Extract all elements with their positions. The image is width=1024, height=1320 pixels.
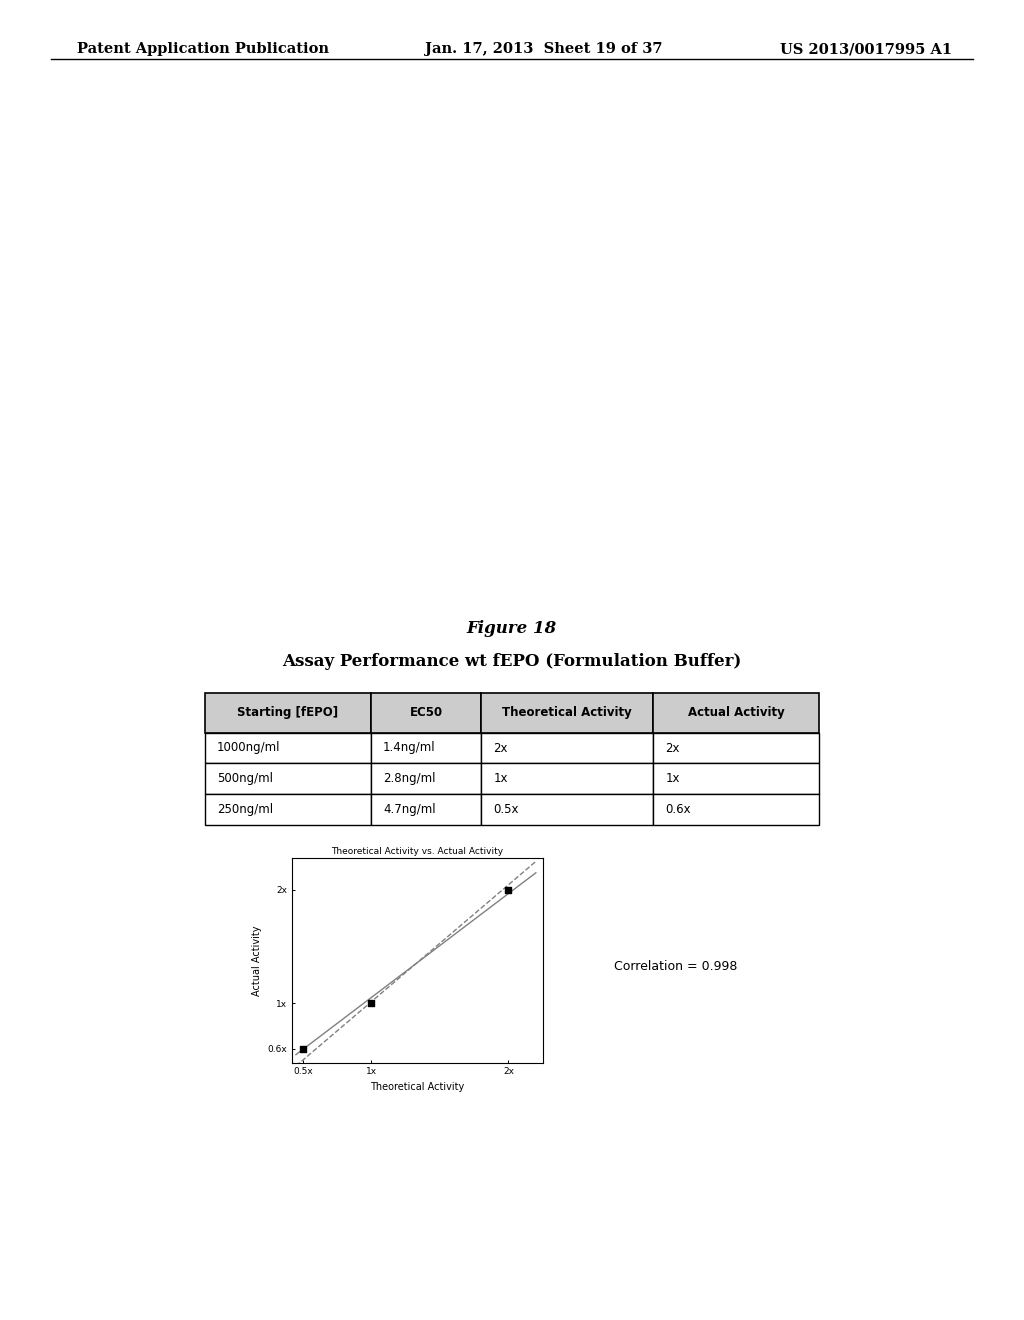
Text: 0.5x: 0.5x bbox=[494, 803, 519, 816]
X-axis label: Theoretical Activity: Theoretical Activity bbox=[370, 1082, 465, 1092]
FancyBboxPatch shape bbox=[205, 733, 371, 763]
Text: 250ng/ml: 250ng/ml bbox=[217, 803, 273, 816]
Text: 2x: 2x bbox=[494, 742, 508, 755]
FancyBboxPatch shape bbox=[371, 693, 481, 733]
FancyBboxPatch shape bbox=[481, 733, 653, 763]
Text: 4.7ng/ml: 4.7ng/ml bbox=[383, 803, 435, 816]
Point bbox=[501, 879, 517, 900]
Text: US 2013/0017995 A1: US 2013/0017995 A1 bbox=[780, 42, 952, 57]
Text: Actual Activity: Actual Activity bbox=[688, 706, 784, 719]
Y-axis label: Actual Activity: Actual Activity bbox=[252, 925, 262, 995]
Text: Correlation = 0.998: Correlation = 0.998 bbox=[614, 960, 737, 973]
Text: 1x: 1x bbox=[494, 772, 508, 785]
Text: Figure 18: Figure 18 bbox=[467, 620, 557, 638]
FancyBboxPatch shape bbox=[371, 733, 481, 763]
FancyBboxPatch shape bbox=[371, 795, 481, 825]
Text: 2.8ng/ml: 2.8ng/ml bbox=[383, 772, 435, 785]
Text: 2x: 2x bbox=[666, 742, 680, 755]
Text: Starting [fEPO]: Starting [fEPO] bbox=[238, 706, 338, 719]
Text: 1x: 1x bbox=[666, 772, 680, 785]
Text: Theoretical Activity: Theoretical Activity bbox=[503, 706, 632, 719]
Text: 1000ng/ml: 1000ng/ml bbox=[217, 742, 281, 755]
Text: Patent Application Publication: Patent Application Publication bbox=[77, 42, 329, 57]
FancyBboxPatch shape bbox=[371, 763, 481, 795]
FancyBboxPatch shape bbox=[481, 763, 653, 795]
Text: 0.6x: 0.6x bbox=[666, 803, 691, 816]
Text: Jan. 17, 2013  Sheet 19 of 37: Jan. 17, 2013 Sheet 19 of 37 bbox=[425, 42, 663, 57]
Point bbox=[295, 1039, 311, 1060]
FancyBboxPatch shape bbox=[205, 795, 371, 825]
FancyBboxPatch shape bbox=[653, 795, 819, 825]
Text: Assay Performance wt fEPO (Formulation Buffer): Assay Performance wt fEPO (Formulation B… bbox=[283, 653, 741, 671]
Title: Theoretical Activity vs. Actual Activity: Theoretical Activity vs. Actual Activity bbox=[331, 847, 504, 855]
FancyBboxPatch shape bbox=[653, 733, 819, 763]
Text: 1.4ng/ml: 1.4ng/ml bbox=[383, 742, 435, 755]
FancyBboxPatch shape bbox=[205, 693, 371, 733]
FancyBboxPatch shape bbox=[481, 693, 653, 733]
Text: 500ng/ml: 500ng/ml bbox=[217, 772, 273, 785]
FancyBboxPatch shape bbox=[481, 795, 653, 825]
FancyBboxPatch shape bbox=[653, 763, 819, 795]
Point bbox=[364, 993, 380, 1014]
FancyBboxPatch shape bbox=[205, 763, 371, 795]
FancyBboxPatch shape bbox=[653, 693, 819, 733]
Text: EC50: EC50 bbox=[410, 706, 442, 719]
